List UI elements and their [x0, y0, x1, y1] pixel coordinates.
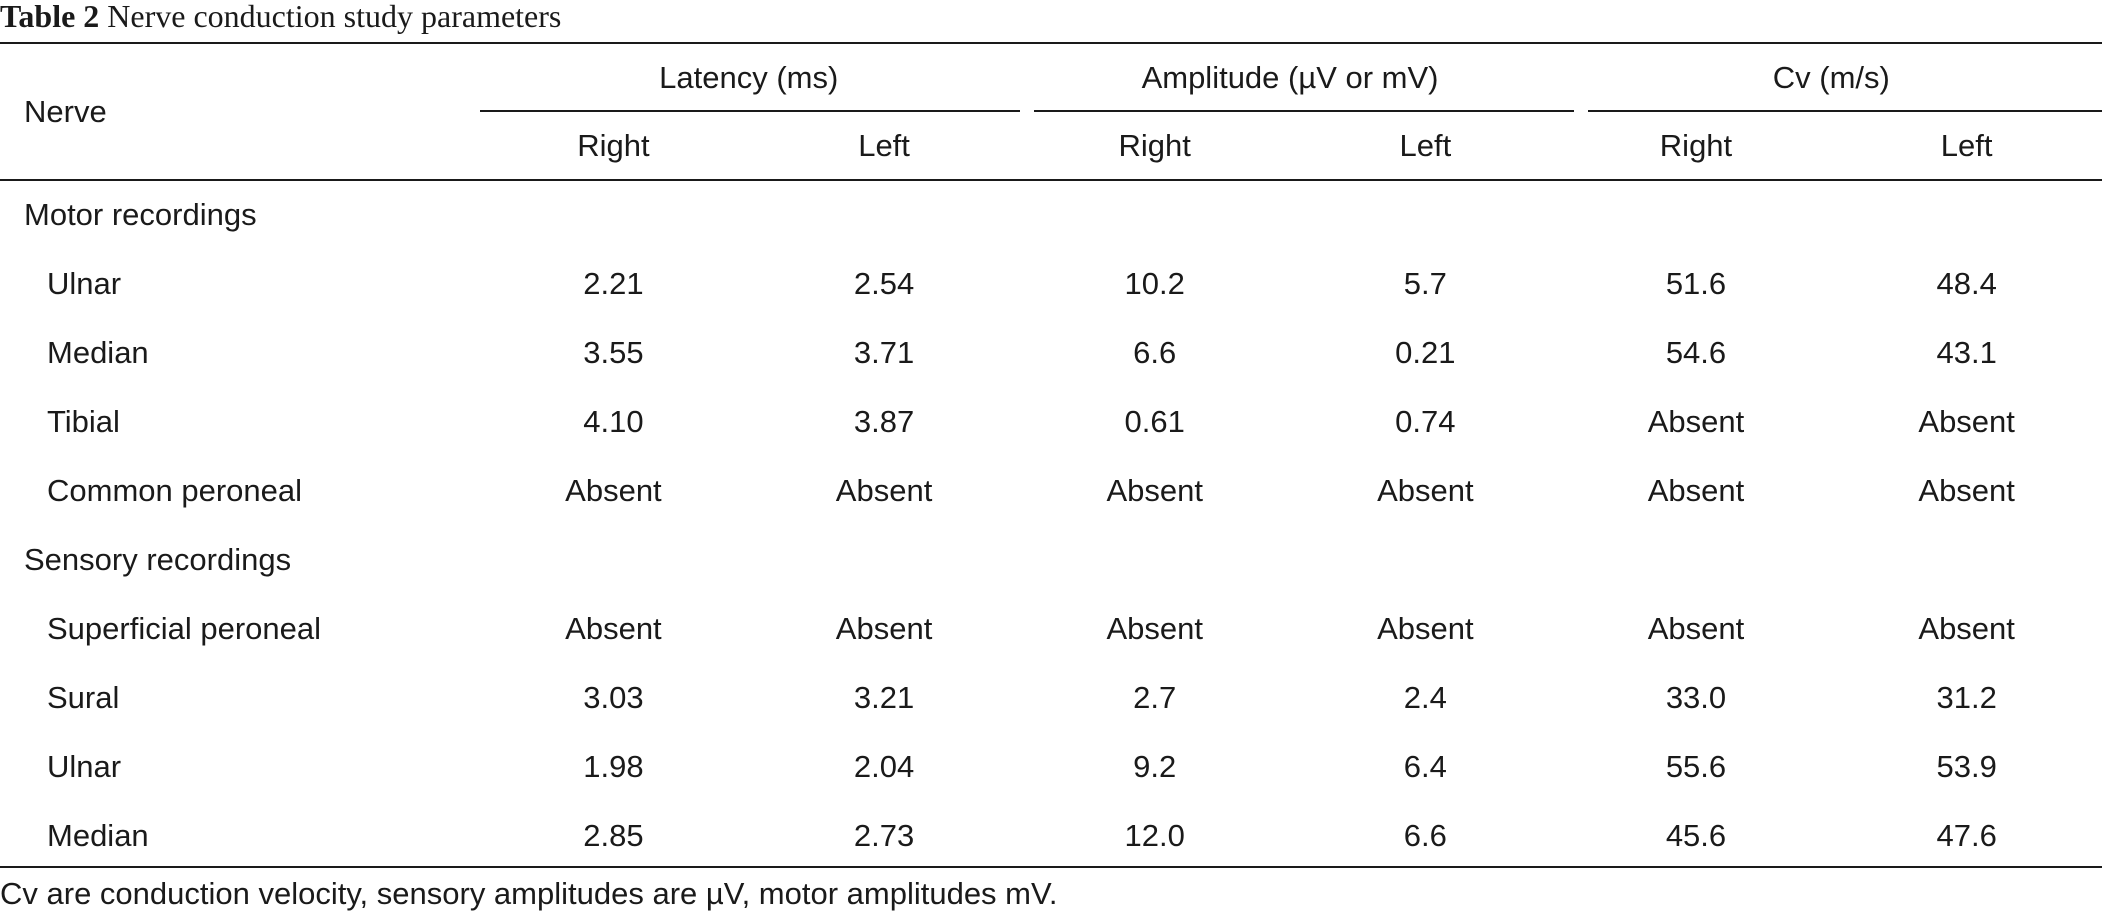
table-cell: 3.21 — [853, 679, 915, 715]
table-cell: 31.2 — [1936, 679, 1997, 715]
table-cell: 45.6 — [1665, 817, 1727, 853]
table-caption: Table 2 Nerve conduction study parameter… — [0, 0, 561, 36]
table-cell: 12.0 — [1124, 817, 1185, 853]
table-row: Median 3.55 3.71 6.6 0.21 54.6 43.1 — [0, 318, 2102, 387]
latency-left-header: Left — [858, 128, 910, 163]
table-cell: 2.21 — [583, 265, 644, 301]
table-cell: Absent — [1647, 403, 1745, 439]
table-cell: 33.0 — [1665, 679, 1727, 715]
section-label: Sensory recordings — [24, 541, 292, 577]
table-cell: Absent — [1106, 610, 1203, 646]
table-row: Ulnar 1.98 2.04 9.2 6.4 55.6 53.9 — [0, 732, 2102, 801]
nerve-name: Median — [47, 817, 149, 853]
table-cell: 0.21 — [1395, 334, 1456, 370]
nerve-name: Tibial — [47, 403, 120, 439]
table-cell: Absent — [1918, 610, 2015, 646]
table-cell: Absent — [565, 610, 662, 646]
table-cell: 2.73 — [853, 817, 915, 853]
table-footnote: Cv are conduction velocity, sensory ampl… — [0, 876, 1058, 911]
table-cell: 43.1 — [1936, 334, 1997, 370]
table-cell: Absent — [1918, 403, 2015, 439]
table-cell: Absent — [835, 472, 933, 508]
table-cell: Absent — [1647, 610, 1745, 646]
amplitude-group-rule — [1034, 110, 1574, 112]
table-cell: 3.87 — [853, 403, 915, 439]
table-cell: 2.85 — [583, 817, 644, 853]
nerve-name: Ulnar — [47, 265, 122, 301]
table-cell: 51.6 — [1665, 265, 1727, 301]
table-row: Ulnar 2.21 2.54 10.2 5.7 51.6 48.4 — [0, 249, 2102, 318]
nerve-name: Common peroneal — [47, 472, 303, 508]
latency-right-header: Right — [577, 128, 650, 163]
table-cell: 10.2 — [1124, 265, 1185, 301]
table-cell: Absent — [835, 610, 933, 646]
table-row: Common peroneal Absent Absent Absent Abs… — [0, 456, 2102, 525]
table-cell: 54.6 — [1665, 334, 1727, 370]
table-cell: 2.54 — [853, 265, 915, 301]
table-cell: Absent — [1106, 472, 1203, 508]
table-cell: 4.10 — [583, 403, 644, 439]
table-cell: 2.7 — [1133, 679, 1177, 715]
section-row-sensory: Sensory recordings — [0, 525, 2102, 594]
nerve-name: Sural — [47, 679, 120, 715]
section-row-motor: Motor recordings — [0, 180, 2102, 249]
nerve-name: Superficial peroneal — [47, 610, 322, 646]
top-rule — [0, 42, 2102, 44]
amplitude-right-header: Right — [1118, 128, 1191, 163]
amplitude-left-header: Left — [1399, 128, 1452, 163]
latency-group-header: Latency (ms) — [659, 60, 839, 95]
section-label: Motor recordings — [24, 196, 257, 232]
table-cell: Absent — [1647, 472, 1745, 508]
table-cell: 3.71 — [853, 334, 915, 370]
table-cell: Absent — [1918, 472, 2015, 508]
table-row: Median 2.85 2.73 12.0 6.6 45.6 47.6 — [0, 801, 2102, 870]
table-number: Table 2 — [0, 0, 100, 34]
table-cell: 0.61 — [1124, 403, 1185, 439]
table-row: Tibial 4.10 3.87 0.61 0.74 Absent Absent — [0, 387, 2102, 456]
table-row: Sural 3.03 3.21 2.7 2.4 33.0 31.2 — [0, 663, 2102, 732]
table-cell: 0.74 — [1395, 403, 1456, 439]
table-cell: 3.55 — [583, 334, 644, 370]
table-cell: 3.03 — [583, 679, 644, 715]
table-row: Superficial peroneal Absent Absent Absen… — [0, 594, 2102, 663]
nerve-conduction-table: Nerve Latency (ms) Amplitude (µV or mV) … — [0, 44, 2102, 870]
header-bottom-rule — [0, 179, 2102, 181]
table-cell: 2.4 — [1403, 679, 1447, 715]
table-cell: Absent — [1377, 610, 1474, 646]
table-cell: 1.98 — [583, 748, 644, 784]
cv-right-header: Right — [1659, 128, 1733, 163]
table-cell: 55.6 — [1665, 748, 1727, 784]
nerve-name: Median — [47, 334, 149, 370]
table-cell: 6.6 — [1133, 334, 1177, 370]
nerve-column-header: Nerve — [24, 94, 107, 129]
table-cell: Absent — [565, 472, 662, 508]
table-cell: 47.6 — [1936, 817, 1997, 853]
table-title: Nerve conduction study parameters — [107, 0, 562, 34]
nerve-name: Ulnar — [47, 748, 122, 784]
amplitude-group-header: Amplitude (µV or mV) — [1141, 60, 1439, 95]
table-cell: 5.7 — [1403, 265, 1447, 301]
table-cell: Absent — [1377, 472, 1474, 508]
table-cell: 2.04 — [853, 748, 915, 784]
latency-group-rule — [480, 110, 1020, 112]
table-bottom-rule — [0, 866, 2102, 868]
table-cell: 9.2 — [1133, 748, 1177, 784]
cv-left-header: Left — [1940, 128, 1993, 163]
table-cell: 6.4 — [1403, 748, 1447, 784]
table-cell: 53.9 — [1936, 748, 1997, 784]
table-cell: 48.4 — [1936, 265, 1997, 301]
cv-group-rule — [1588, 110, 2102, 112]
cv-group-header: Cv (m/s) — [1772, 60, 1890, 95]
table-cell: 6.6 — [1403, 817, 1447, 853]
